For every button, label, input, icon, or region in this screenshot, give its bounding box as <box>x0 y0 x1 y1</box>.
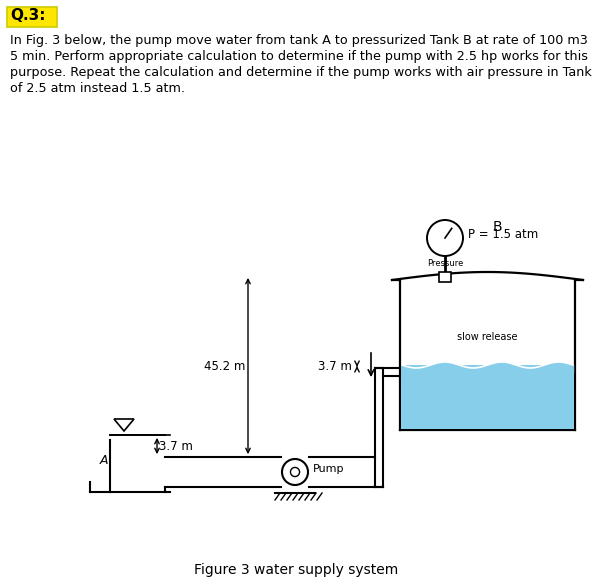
Text: Pump: Pump <box>313 464 345 474</box>
Text: slow release: slow release <box>457 332 518 342</box>
Text: 45.2 m: 45.2 m <box>204 359 245 373</box>
Circle shape <box>282 459 308 485</box>
Text: 3.7 m: 3.7 m <box>318 360 352 373</box>
Text: Pressure: Pressure <box>427 259 463 268</box>
Text: 3.7 m: 3.7 m <box>159 440 193 453</box>
Text: of 2.5 atm instead 1.5 atm.: of 2.5 atm instead 1.5 atm. <box>10 82 185 95</box>
FancyBboxPatch shape <box>7 7 57 27</box>
Text: Q.3:: Q.3: <box>10 8 46 23</box>
Text: purpose. Repeat the calculation and determine if the pump works with air pressur: purpose. Repeat the calculation and dete… <box>10 66 592 79</box>
Circle shape <box>427 220 463 256</box>
Circle shape <box>291 467 300 477</box>
Bar <box>439 272 451 282</box>
Bar <box>401 365 574 429</box>
Text: P = 1.5 atm: P = 1.5 atm <box>468 228 538 241</box>
Text: In Fig. 3 below, the pump move water from tank A to pressurized Tank B at rate o: In Fig. 3 below, the pump move water fro… <box>10 34 592 47</box>
Text: A: A <box>99 454 108 467</box>
Text: Figure 3 water supply system: Figure 3 water supply system <box>194 563 398 577</box>
Text: 5 min. Perform appropriate calculation to determine if the pump with 2.5 hp work: 5 min. Perform appropriate calculation t… <box>10 50 588 63</box>
Text: B: B <box>493 220 503 234</box>
